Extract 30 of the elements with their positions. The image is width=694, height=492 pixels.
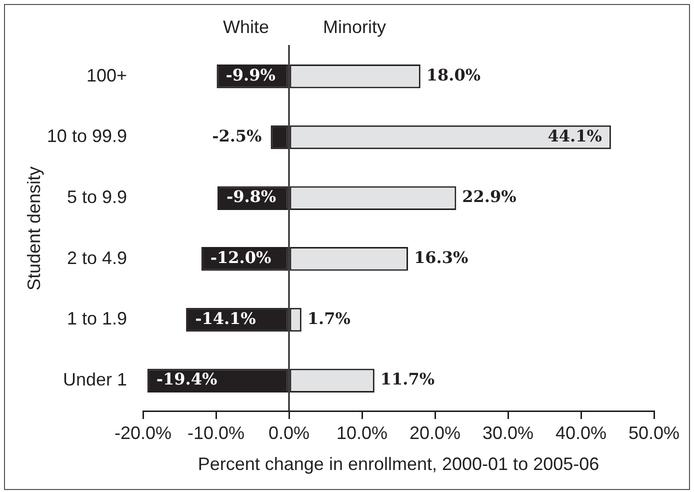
data-label: -9.8% [226,187,276,206]
data-label: 11.7% [380,370,435,389]
series-label: Minority [323,16,386,37]
data-label: 16.3% [414,248,468,268]
y-tick-label: 5 to 9.9 [66,187,127,208]
y-axis-title: Student density [24,166,44,291]
x-tick-label: -20.0% [114,422,172,443]
data-label: -9.9% [226,66,276,85]
y-tick-label: 100+ [86,65,127,86]
data-label: -2.5% [212,126,262,146]
x-tick-label: 10.0% [336,422,388,443]
data-label: -12.0% [210,248,272,268]
y-tick-label: 1 to 1.9 [66,308,127,329]
data-label: -19.4% [156,370,218,389]
y-tick-label: Under 1 [62,370,127,390]
y-tick-label: 2 to 4.9 [66,248,127,268]
x-tick-label: 50.0% [628,422,680,443]
x-tick-label: -10.0% [187,422,245,443]
x-tick-label: 0.0% [268,422,310,443]
data-label: 22.9% [462,187,516,206]
data-label: 18.0% [426,66,481,85]
x-tick-label: 30.0% [482,422,534,443]
y-tick-label: 10 to 99.9 [46,126,127,146]
x-axis-title: Percent change in enrollment, 2000-01 to 2005-06 [198,454,600,474]
x-tick-label: 40.0% [555,422,607,443]
data-label: 44.1% [548,126,602,146]
x-tick-label: 20.0% [409,422,461,443]
data-label: -14.1% [195,308,256,328]
data-label: 1.7% [307,308,350,328]
series-label: White [222,16,269,37]
